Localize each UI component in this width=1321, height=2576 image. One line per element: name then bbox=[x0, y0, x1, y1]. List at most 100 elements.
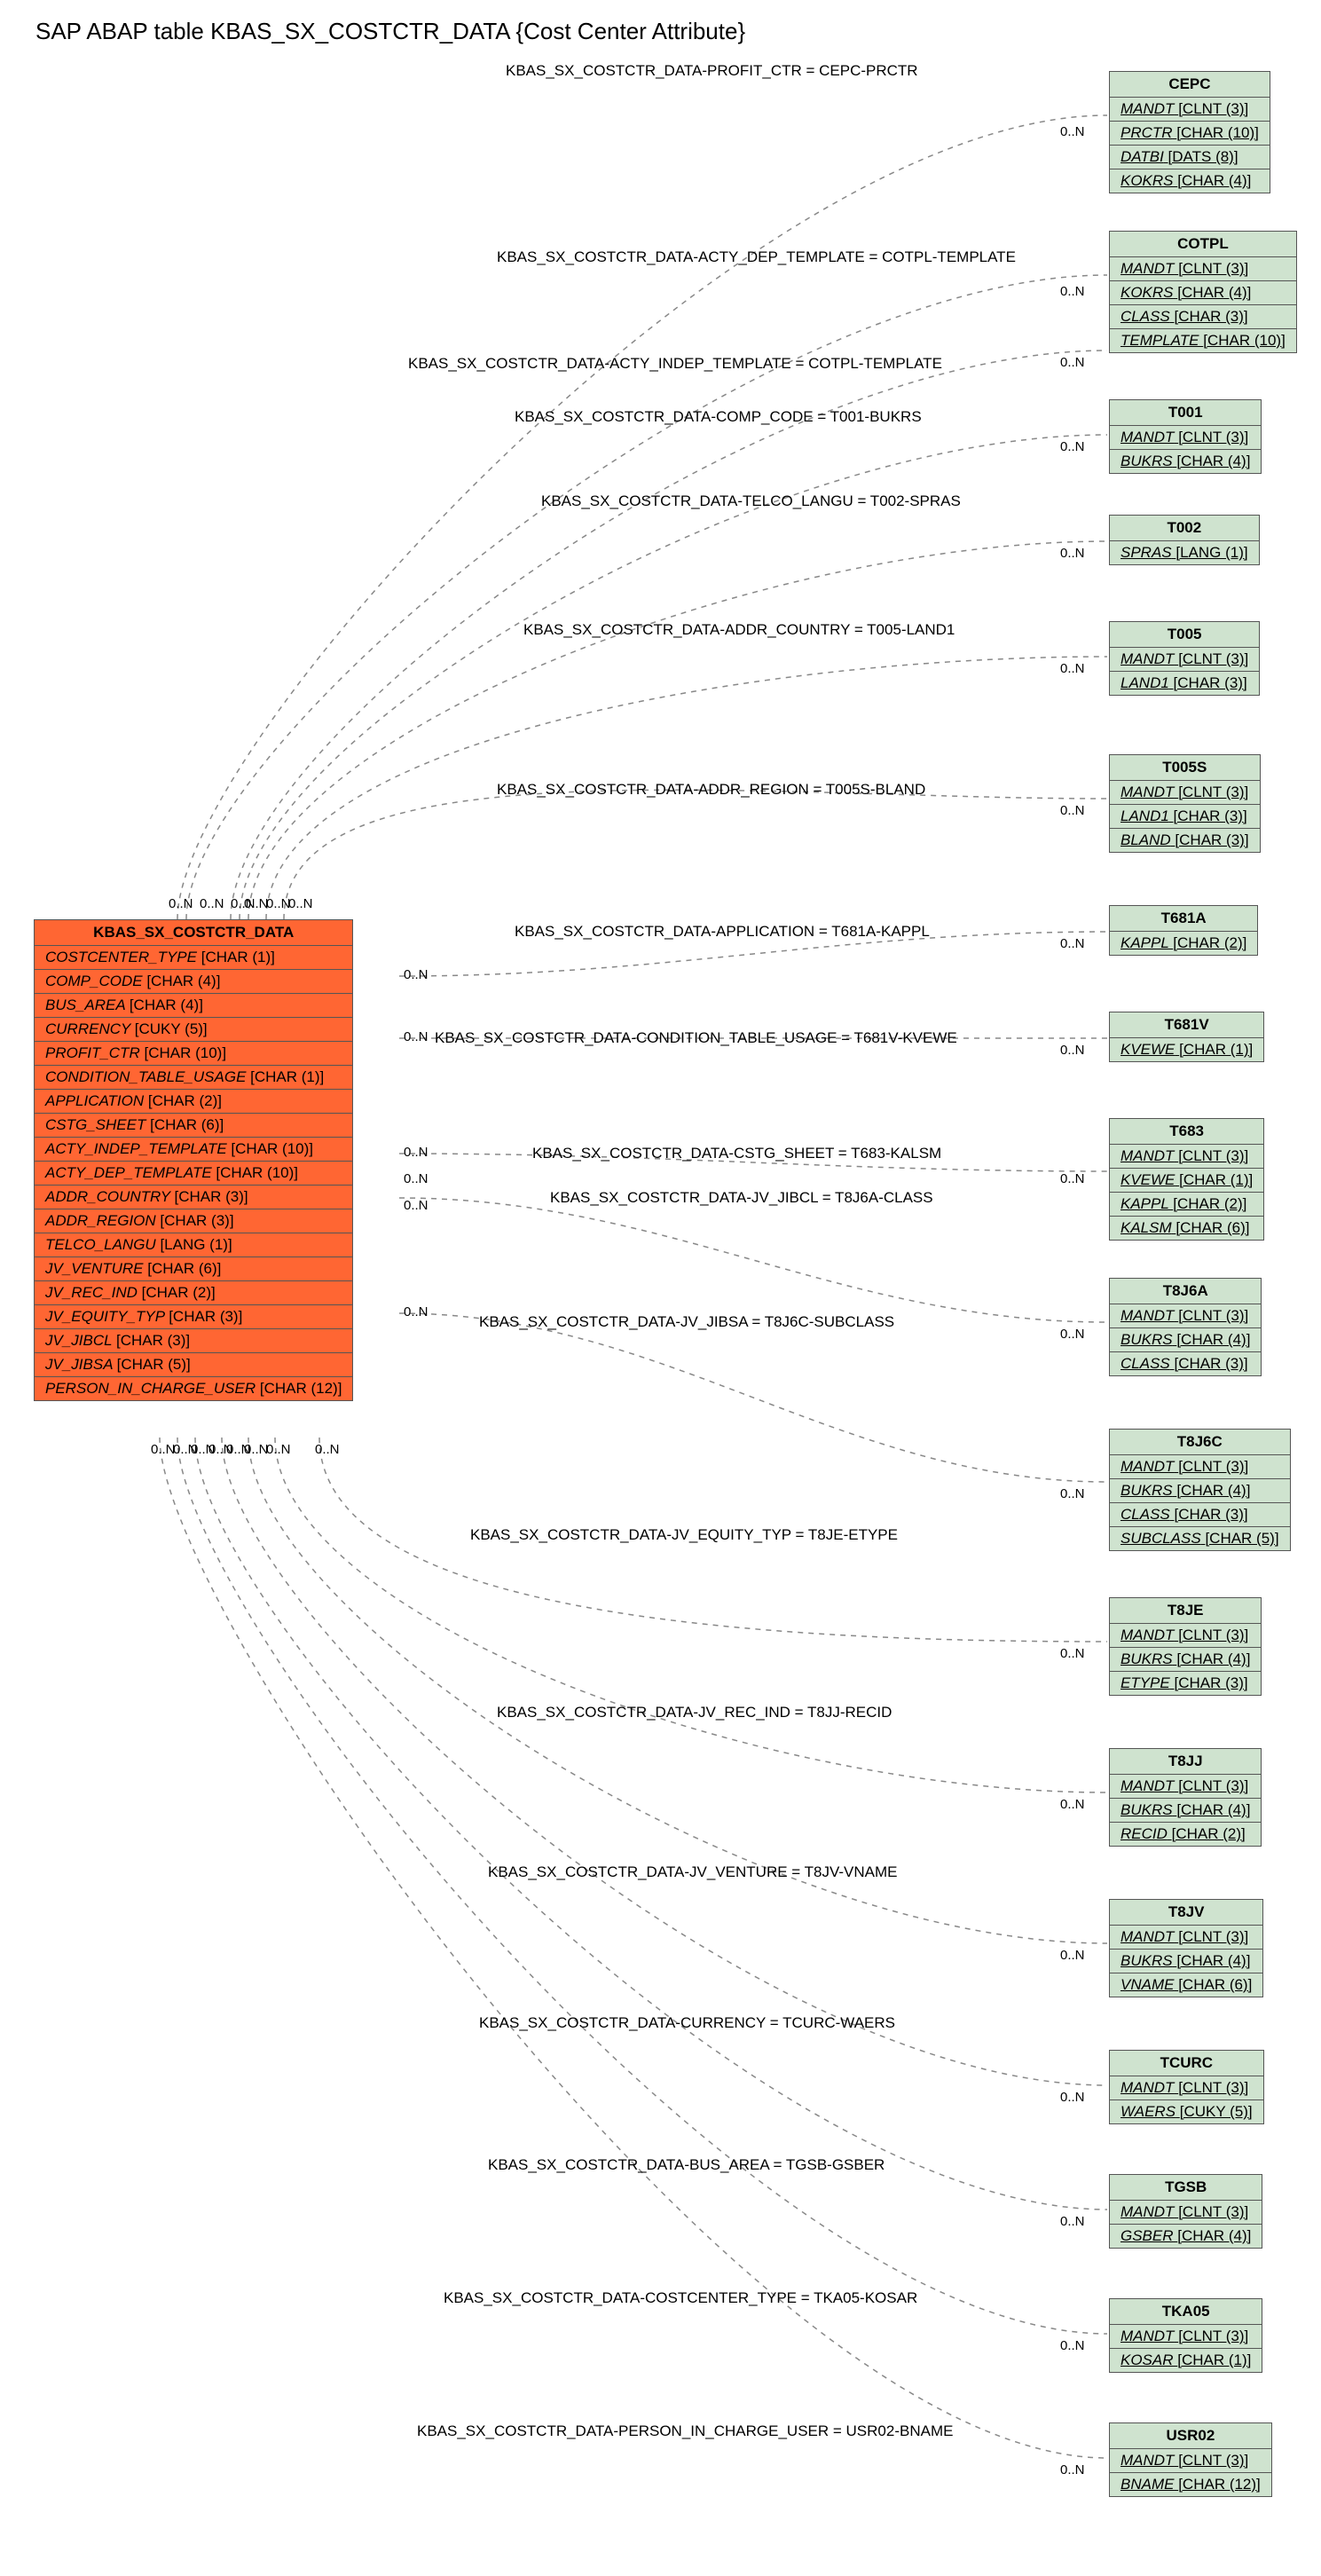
ref-entity-header: T001 bbox=[1110, 400, 1261, 426]
ref-field-row: CLASS [CHAR (3)] bbox=[1110, 305, 1296, 329]
relation-label: KBAS_SX_COSTCTR_DATA-APPLICATION = T681A… bbox=[515, 923, 930, 941]
ref-field-row: RECID [CHAR (2)] bbox=[1110, 1823, 1261, 1846]
ref-field-row: MANDT [CLNT (3)] bbox=[1110, 1926, 1262, 1950]
ref-field-row: MANDT [CLNT (3)] bbox=[1110, 2201, 1262, 2225]
ref-field-row: DATBI [DATS (8)] bbox=[1110, 146, 1270, 169]
relation-label: KBAS_SX_COSTCTR_DATA-ACTY_INDEP_TEMPLATE… bbox=[408, 355, 942, 373]
cardinality-source: 0..N bbox=[266, 896, 291, 911]
ref-entity-usr02: USR02MANDT [CLNT (3)]BNAME [CHAR (12)] bbox=[1109, 2422, 1272, 2497]
main-field-row: COSTCENTER_TYPE [CHAR (1)] bbox=[35, 946, 352, 970]
main-field-row: JV_JIBSA [CHAR (5)] bbox=[35, 1353, 352, 1377]
relation-label: KBAS_SX_COSTCTR_DATA-PERSON_IN_CHARGE_US… bbox=[417, 2422, 953, 2440]
ref-field-row: MANDT [CLNT (3)] bbox=[1110, 98, 1270, 122]
ref-field-row: MANDT [CLNT (3)] bbox=[1110, 2325, 1262, 2349]
ref-entity-t683: T683MANDT [CLNT (3)]KVEWE [CHAR (1)]KAPP… bbox=[1109, 1118, 1264, 1241]
ref-field-row: MANDT [CLNT (3)] bbox=[1110, 648, 1259, 672]
ref-entity-t681v: T681VKVEWE [CHAR (1)] bbox=[1109, 1012, 1264, 1062]
ref-field-row: WAERS [CUKY (5)] bbox=[1110, 2100, 1263, 2123]
main-field-row: JV_EQUITY_TYP [CHAR (3)] bbox=[35, 1305, 352, 1329]
cardinality-source: 0..N bbox=[315, 1442, 340, 1457]
ref-entity-header: TKA05 bbox=[1110, 2299, 1262, 2325]
cardinality-source: 0..N bbox=[200, 896, 224, 911]
ref-entity-header: CEPC bbox=[1110, 72, 1270, 98]
relation-edge bbox=[399, 1313, 1107, 1482]
ref-field-row: BUKRS [CHAR (4)] bbox=[1110, 1648, 1261, 1672]
ref-field-row: KOKRS [CHAR (4)] bbox=[1110, 281, 1296, 305]
ref-entity-tka05: TKA05MANDT [CLNT (3)]KOSAR [CHAR (1)] bbox=[1109, 2298, 1262, 2373]
cardinality-target: 0..N bbox=[1060, 355, 1085, 370]
ref-field-row: VNAME [CHAR (6)] bbox=[1110, 1973, 1262, 1997]
cardinality-source: 0..N bbox=[404, 1029, 429, 1044]
cardinality-target: 0..N bbox=[1060, 2462, 1085, 2478]
cardinality-target: 0..N bbox=[1060, 936, 1085, 951]
ref-field-row: MANDT [CLNT (3)] bbox=[1110, 1775, 1261, 1799]
relation-label: KBAS_SX_COSTCTR_DATA-ADDR_COUNTRY = T005… bbox=[523, 621, 955, 639]
main-field-row: PROFIT_CTR [CHAR (10)] bbox=[35, 1042, 352, 1066]
ref-field-row: MANDT [CLNT (3)] bbox=[1110, 257, 1296, 281]
ref-field-row: KALSM [CHAR (6)] bbox=[1110, 1217, 1263, 1240]
ref-field-row: LAND1 [CHAR (3)] bbox=[1110, 672, 1259, 695]
cardinality-source: 0..N bbox=[404, 967, 429, 982]
ref-field-row: MANDT [CLNT (3)] bbox=[1110, 2449, 1271, 2473]
cardinality-source: 0..N bbox=[151, 1442, 176, 1457]
main-field-row: ACTY_DEP_TEMPLATE [CHAR (10)] bbox=[35, 1162, 352, 1186]
ref-field-row: KOKRS [CHAR (4)] bbox=[1110, 169, 1270, 193]
ref-field-row: SUBCLASS [CHAR (5)] bbox=[1110, 1527, 1290, 1550]
relation-label: KBAS_SX_COSTCTR_DATA-CURRENCY = TCURC-WA… bbox=[479, 2014, 895, 2032]
cardinality-target: 0..N bbox=[1060, 124, 1085, 139]
cardinality-target: 0..N bbox=[1060, 2090, 1085, 2105]
ref-entity-header: T002 bbox=[1110, 516, 1259, 541]
ref-field-row: MANDT [CLNT (3)] bbox=[1110, 426, 1261, 450]
ref-entity-t005: T005MANDT [CLNT (3)]LAND1 [CHAR (3)] bbox=[1109, 621, 1260, 696]
ref-field-row: MANDT [CLNT (3)] bbox=[1110, 1455, 1290, 1479]
ref-field-row: SPRAS [LANG (1)] bbox=[1110, 541, 1259, 564]
ref-entity-t8jj: T8JJMANDT [CLNT (3)]BUKRS [CHAR (4)]RECI… bbox=[1109, 1748, 1262, 1847]
cardinality-target: 0..N bbox=[1060, 284, 1085, 299]
ref-entity-t8j6a: T8J6AMANDT [CLNT (3)]BUKRS [CHAR (4)]CLA… bbox=[1109, 1278, 1262, 1376]
relation-edge bbox=[248, 541, 1107, 919]
ref-field-row: MANDT [CLNT (3)] bbox=[1110, 781, 1260, 805]
ref-entity-t681a: T681AKAPPL [CHAR (2)] bbox=[1109, 905, 1258, 956]
cardinality-source: 0..N bbox=[244, 1442, 269, 1457]
relation-label: KBAS_SX_COSTCTR_DATA-JV_JIBCL = T8J6A-CL… bbox=[550, 1189, 933, 1207]
ref-entity-tgsb: TGSBMANDT [CLNT (3)]GSBER [CHAR (4)] bbox=[1109, 2174, 1262, 2249]
relation-label: KBAS_SX_COSTCTR_DATA-COMP_CODE = T001-BU… bbox=[515, 408, 922, 426]
ref-field-row: MANDT [CLNT (3)] bbox=[1110, 1304, 1261, 1328]
cardinality-source: 0..N bbox=[404, 1198, 429, 1213]
ref-entity-header: T683 bbox=[1110, 1119, 1263, 1145]
ref-entity-t002: T002SPRAS [LANG (1)] bbox=[1109, 515, 1260, 565]
relation-label: KBAS_SX_COSTCTR_DATA-JV_REC_IND = T8JJ-R… bbox=[497, 1704, 892, 1721]
cardinality-source: 0..N bbox=[244, 896, 269, 911]
ref-entity-header: T8J6C bbox=[1110, 1430, 1290, 1455]
ref-field-row: KVEWE [CHAR (1)] bbox=[1110, 1038, 1263, 1061]
relation-edge bbox=[284, 790, 1107, 919]
main-entity-header: KBAS_SX_COSTCTR_DATA bbox=[35, 920, 352, 946]
ref-field-row: KOSAR [CHAR (1)] bbox=[1110, 2349, 1262, 2372]
ref-field-row: TEMPLATE [CHAR (10)] bbox=[1110, 329, 1296, 352]
cardinality-target: 0..N bbox=[1060, 803, 1085, 818]
ref-field-row: BUKRS [CHAR (4)] bbox=[1110, 1799, 1261, 1823]
ref-entity-header: T681A bbox=[1110, 906, 1257, 932]
relation-edge bbox=[177, 1438, 1107, 2334]
cardinality-target: 0..N bbox=[1060, 661, 1085, 676]
main-field-row: JV_VENTURE [CHAR (6)] bbox=[35, 1257, 352, 1281]
cardinality-target: 0..N bbox=[1060, 2214, 1085, 2229]
cardinality-target: 0..N bbox=[1060, 1486, 1085, 1501]
ref-field-row: BUKRS [CHAR (4)] bbox=[1110, 1328, 1261, 1352]
ref-field-row: MANDT [CLNT (3)] bbox=[1110, 1145, 1263, 1169]
ref-field-row: MANDT [CLNT (3)] bbox=[1110, 1624, 1261, 1648]
ref-field-row: BLAND [CHAR (3)] bbox=[1110, 829, 1260, 852]
ref-entity-t005s: T005SMANDT [CLNT (3)]LAND1 [CHAR (3)]BLA… bbox=[1109, 754, 1261, 853]
relation-label: KBAS_SX_COSTCTR_DATA-TELCO_LANGU = T002-… bbox=[541, 492, 961, 510]
cardinality-target: 0..N bbox=[1060, 1948, 1085, 1963]
ref-field-row: KAPPL [CHAR (2)] bbox=[1110, 932, 1257, 955]
relation-label: KBAS_SX_COSTCTR_DATA-COSTCENTER_TYPE = T… bbox=[444, 2289, 917, 2307]
ref-entity-t8je: T8JEMANDT [CLNT (3)]BUKRS [CHAR (4)]ETYP… bbox=[1109, 1597, 1262, 1696]
relation-edge bbox=[275, 1438, 1107, 1792]
main-field-row: JV_REC_IND [CHAR (2)] bbox=[35, 1281, 352, 1305]
cardinality-target: 0..N bbox=[1060, 546, 1085, 561]
main-field-row: BUS_AREA [CHAR (4)] bbox=[35, 994, 352, 1018]
ref-field-row: GSBER [CHAR (4)] bbox=[1110, 2225, 1262, 2248]
cardinality-target: 0..N bbox=[1060, 1043, 1085, 1058]
ref-entity-header: USR02 bbox=[1110, 2423, 1271, 2449]
